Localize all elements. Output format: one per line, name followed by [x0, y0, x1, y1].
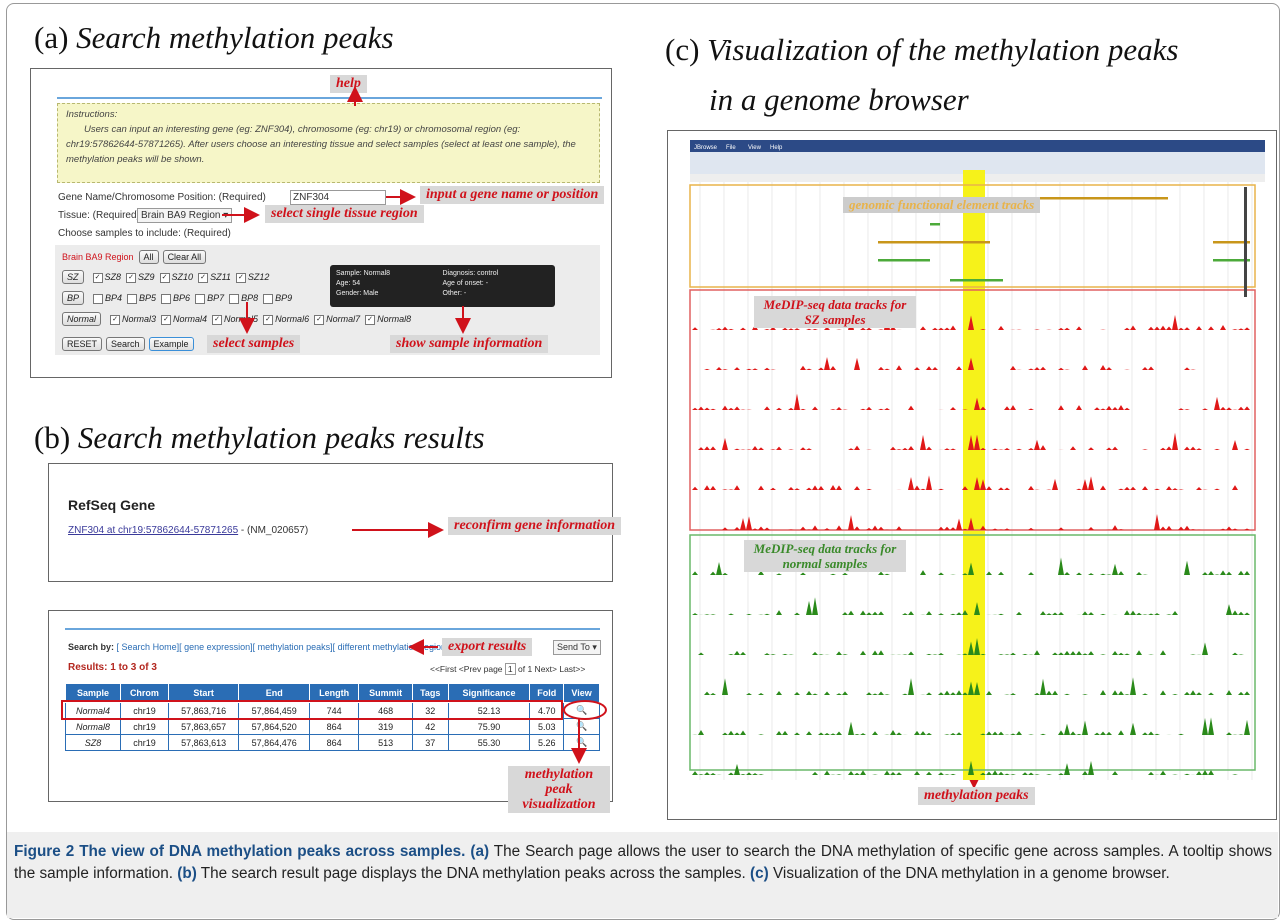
page: {"panel_a":{"label":"(a)","title":"Searc…	[0, 0, 1285, 923]
feature	[950, 279, 1003, 282]
feature	[878, 259, 930, 262]
menu-item: JBrowse	[694, 145, 718, 151]
caption-text: Visualization of the DNA methylation in …	[769, 865, 1170, 882]
annotation: MeDIP-seq data tracks for SZ samples	[754, 296, 916, 328]
caption-text: (b)	[177, 865, 197, 882]
arrows	[222, 90, 974, 785]
feature	[878, 241, 990, 244]
peak-highlight	[963, 170, 985, 780]
menu-item: View	[748, 145, 762, 151]
feature	[930, 223, 940, 226]
genome-browser: JBrowse File View Help	[690, 140, 1265, 780]
caption-text: (c)	[750, 865, 769, 882]
annotation: MeDIP-seq data tracks for normal samples	[744, 540, 906, 572]
menu-item: Help	[770, 145, 783, 151]
overlay: JBrowse File View Help	[0, 0, 1285, 923]
caption-text: Figure 2 The view of DNA methylation pea…	[14, 843, 465, 860]
caption-text: The search result page displays the DNA …	[197, 865, 750, 882]
annotation: genomic functional element tracks	[843, 197, 1040, 213]
scrollbar	[1244, 187, 1247, 297]
caption: Figure 2 The view of DNA methylation pea…	[14, 841, 1272, 885]
caption-text: (a)	[470, 843, 489, 860]
peak-track	[722, 514, 1250, 530]
menu-item: File	[726, 145, 736, 151]
peak-track	[704, 357, 1196, 370]
annotation: methylation peaks	[918, 787, 1035, 805]
